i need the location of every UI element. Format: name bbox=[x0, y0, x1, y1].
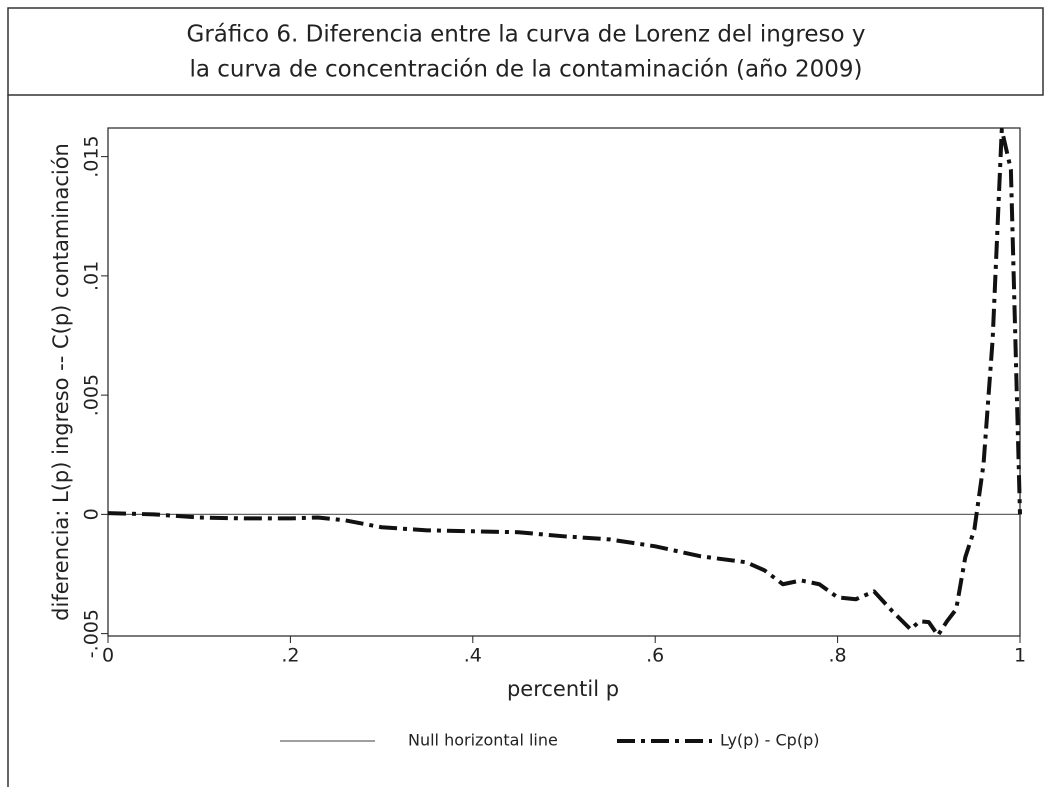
chart-title: la curva de concentración de la contamin… bbox=[189, 57, 862, 83]
x-tick-label: .2 bbox=[281, 645, 299, 667]
y-tick-label: .015 bbox=[81, 135, 103, 177]
x-tick-label: 0 bbox=[102, 645, 114, 667]
plot-frame bbox=[107, 127, 1021, 637]
y-axis-title: diferencia: L(p) ingreso -- C(p) contami… bbox=[49, 143, 73, 621]
legend-label: Null horizontal line bbox=[408, 731, 558, 750]
y-tick-label: 0 bbox=[81, 508, 103, 520]
x-tick-label: .6 bbox=[646, 645, 664, 667]
series-line bbox=[107, 127, 1022, 638]
x-tick-label: 1 bbox=[1014, 645, 1026, 667]
y-tick-label: -.005 bbox=[81, 609, 103, 658]
x-axis-title: percentil p bbox=[507, 677, 619, 701]
y-tick-label: .01 bbox=[81, 261, 103, 291]
x-tick-label: .4 bbox=[464, 645, 482, 667]
title-box bbox=[7, 7, 1044, 96]
x-tick-label: .8 bbox=[829, 645, 847, 667]
y-tick-label: .005 bbox=[81, 374, 103, 416]
chart-title: Gráfico 6. Diferencia entre la curva de … bbox=[187, 22, 866, 48]
legend-label: Ly(p) - Cp(p) bbox=[720, 731, 819, 750]
